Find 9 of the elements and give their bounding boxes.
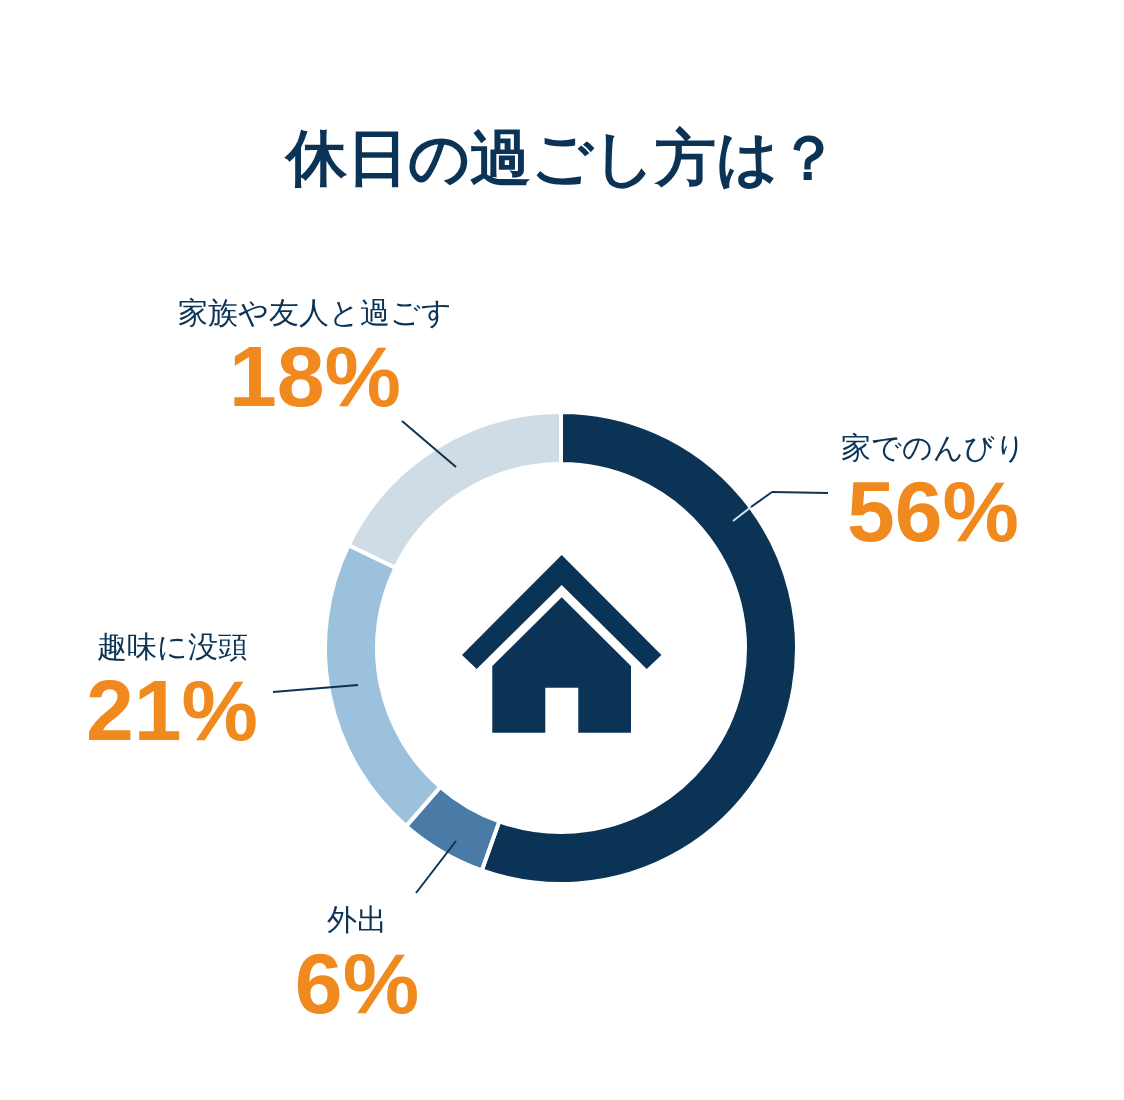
slice-label: 外出 (327, 902, 387, 937)
data-label: 6% (294, 935, 420, 1031)
data-label: 21% (85, 662, 259, 758)
data-label: 18% (228, 328, 402, 424)
chart-title: 休日の過ごし方は？ (283, 122, 839, 193)
slice-label: 家族や友人と過ごす (178, 295, 452, 330)
slice-label: 趣味に没頭 (96, 629, 248, 664)
slice-label: 家でのんびり (840, 430, 1026, 465)
data-label: 56% (846, 463, 1020, 559)
